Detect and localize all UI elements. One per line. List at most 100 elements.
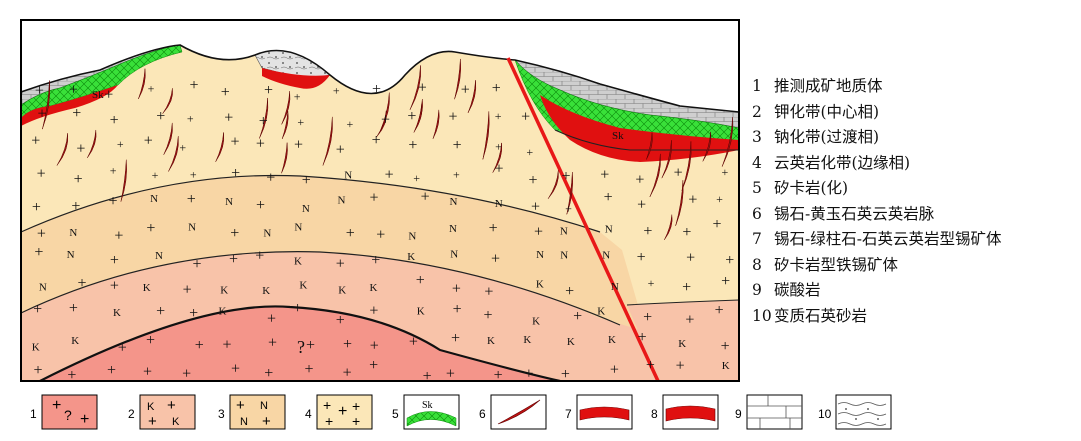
plus-mark: +: [561, 366, 570, 383]
plus-mark: +: [107, 362, 116, 379]
svg-text:+: +: [80, 411, 89, 428]
plus-mark: +: [491, 250, 500, 267]
plus-mark: +: [646, 357, 655, 374]
ore-vein: [409, 65, 422, 110]
plus-mark: +: [293, 300, 302, 317]
svg-text:+: +: [352, 398, 360, 414]
plus-mark: +: [385, 167, 394, 184]
svg-text:1: 1: [30, 407, 37, 421]
plus-mark: +: [182, 365, 191, 382]
plus-mark: +: [643, 309, 652, 326]
ore-vein: [322, 116, 333, 166]
plus-mark: +: [148, 81, 155, 95]
plus-mark: +: [526, 145, 533, 159]
granite-core: [21, 306, 560, 381]
letter-mark: N: [560, 226, 568, 238]
plus-mark: +: [256, 135, 265, 152]
svg-text:10: 10: [818, 407, 832, 421]
letter-mark: N: [495, 198, 503, 210]
letter-mark: N: [536, 249, 544, 261]
ore-vein: [649, 153, 661, 198]
ore-vein: [87, 129, 97, 159]
legend-swatch-2: [139, 394, 196, 430]
plus-mark: +: [637, 249, 646, 266]
ore-vein: [281, 91, 291, 125]
plus-mark: +: [725, 252, 734, 269]
plus-mark: +: [104, 87, 113, 104]
plus-mark: +: [413, 171, 420, 185]
ore-vein: [661, 140, 672, 179]
plus-mark: +: [370, 337, 379, 354]
plus-mark: +: [268, 335, 277, 352]
letter-mark: K: [608, 334, 616, 346]
plus-mark: +: [109, 193, 118, 210]
ore-vein: [215, 132, 225, 162]
svg-text:3: 3: [218, 407, 225, 421]
plus-mark: +: [230, 134, 239, 151]
plus-mark: +: [336, 312, 345, 329]
plus-mark: +: [302, 172, 311, 189]
ore-vein: [702, 131, 712, 162]
plus-mark: +: [372, 81, 381, 98]
sk-label-left: Sk: [92, 89, 104, 101]
plus-mark: +: [346, 117, 353, 131]
vein-group: [42, 58, 734, 241]
plus-mark: +: [369, 303, 378, 320]
plus-mark: +: [110, 163, 117, 177]
plus-mark: +: [31, 132, 40, 149]
plus-mark: +: [638, 329, 647, 346]
ore-vein: [42, 80, 51, 130]
plus-mark: +: [221, 84, 230, 101]
plus-mark: +: [688, 191, 697, 208]
letter-mark: K: [299, 279, 307, 291]
plus-mark: +: [67, 367, 76, 384]
ore-vein: [547, 170, 559, 199]
letter-mark: K: [678, 338, 686, 350]
letter-mark: N: [67, 249, 75, 261]
letter-mark: K: [407, 251, 415, 263]
svg-text:+: +: [52, 397, 61, 414]
plus-mark: +: [224, 109, 233, 126]
svg-text:4: 4: [305, 407, 312, 421]
section-frame: [20, 19, 740, 382]
plus-mark: +: [179, 140, 186, 154]
ore-vein: [646, 132, 653, 160]
legend-item: 2 钾化带(中心相): [752, 102, 880, 121]
legend-swatch-1: [41, 394, 98, 430]
plus-mark: +: [114, 228, 123, 245]
plus-mark: +: [682, 279, 691, 296]
plus-mark: +: [716, 192, 723, 206]
plus-mark: +: [448, 109, 457, 126]
legend-item: 5 矽卡岩(化): [752, 179, 849, 197]
plus-mark: +: [117, 137, 124, 151]
svg-text:+: +: [325, 413, 333, 429]
plus-mark: +: [223, 336, 232, 353]
plus-mark: +: [32, 199, 41, 216]
plus-mark: +: [33, 301, 42, 318]
letter-mark: K: [143, 282, 151, 294]
letter-mark: N: [449, 196, 457, 208]
plus-mark: +: [461, 81, 470, 98]
legend-item: 1 推测成矿地质体: [752, 77, 883, 95]
legend-item: 3 钠化带(过渡相): [752, 128, 880, 146]
plus-mark: +: [74, 171, 83, 188]
svg-text:K: K: [172, 416, 180, 428]
plus-mark: +: [264, 82, 273, 99]
plus-mark: +: [336, 141, 345, 158]
ore-vein: [259, 97, 269, 139]
plus-mark: +: [152, 168, 159, 182]
plus-mark: +: [521, 108, 530, 125]
plus-mark: +: [343, 336, 352, 353]
plus-mark: +: [648, 276, 655, 290]
ore-vein: [163, 122, 173, 155]
svg-text:7: 7: [565, 407, 572, 421]
plus-mark: +: [712, 216, 721, 233]
letter-mark: N: [449, 223, 457, 235]
plus-mark: +: [531, 199, 540, 216]
letter-mark: K: [220, 285, 228, 297]
plus-mark: +: [35, 83, 44, 100]
plus-mark: +: [255, 248, 264, 265]
plus-mark: +: [294, 136, 303, 153]
mark-group: + + + + + + + + + + + + + + + + + + + + + + + + + + + + + + + + + + + + + + + +…: [31, 77, 734, 384]
legend-swatch-4: [316, 394, 373, 430]
